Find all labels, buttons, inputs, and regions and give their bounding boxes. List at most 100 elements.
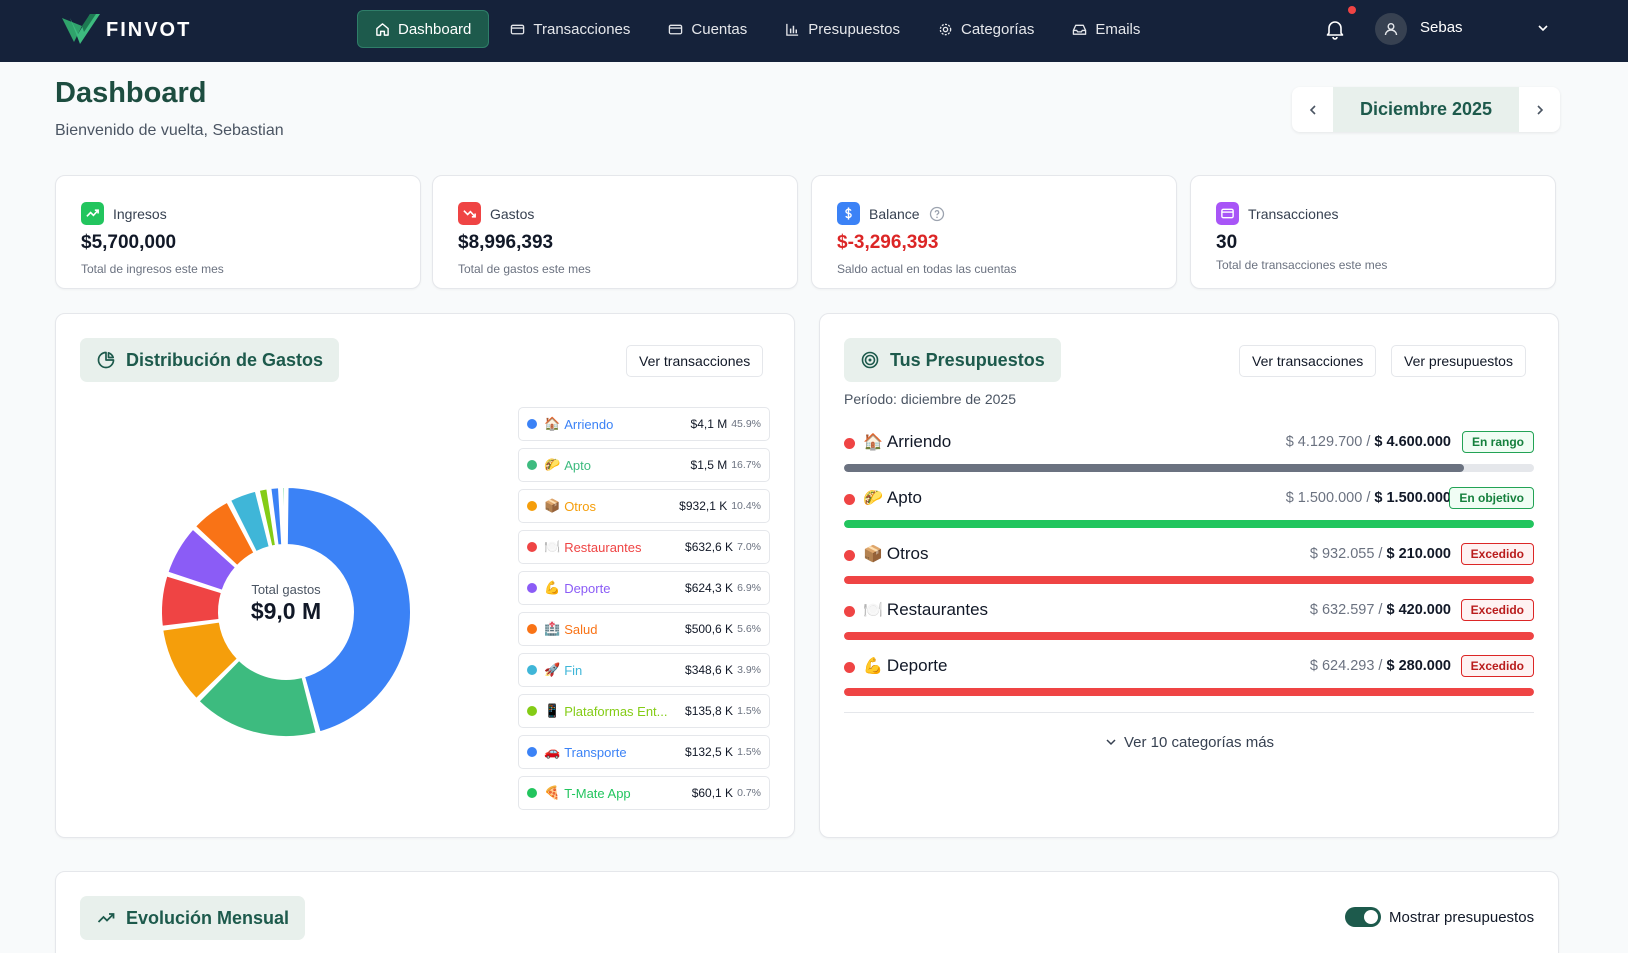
donut-slice[interactable] [197, 658, 318, 738]
donut-slice[interactable] [193, 500, 256, 568]
current-month-label[interactable]: Diciembre 2025 [1333, 87, 1519, 132]
nav-transacciones-label: Transacciones [533, 20, 631, 38]
budget-progress-fill [844, 632, 1534, 640]
legend-percent: 3.9% [737, 664, 761, 676]
chevron-left-icon [1309, 104, 1316, 115]
legend-item[interactable]: 🏠 Arriendo $4,1 M 45.9% [518, 407, 770, 441]
legend-color-dot [527, 706, 537, 716]
legend-item[interactable]: 🚀 Fin $348,6 K 3.9% [518, 653, 770, 687]
budget-spent: $ 4.129.700 [1285, 434, 1363, 450]
legend-category-name: Restaurantes [564, 539, 642, 555]
bell-icon[interactable] [1323, 17, 1347, 41]
legend-color-dot [527, 501, 537, 511]
nav-dashboard-label: Dashboard [398, 20, 472, 38]
legend-item[interactable]: 🍽️ Restaurantes $632,6 K 7.0% [518, 530, 770, 564]
nav-cuentas[interactable]: Cuentas [651, 10, 764, 48]
budget-row[interactable]: 🏠 Arriendo $ 4.129.700 / $ 4.600.000 En ran… [844, 431, 1534, 477]
trending-down-icon [458, 202, 481, 225]
legend-color-dot [527, 624, 537, 634]
bar-chart-icon [786, 23, 799, 36]
legend-item[interactable]: 🚗 Transporte $132,5 K 1.5% [518, 735, 770, 769]
more-categories-label: Ver 10 categorías más [1123, 734, 1275, 751]
budgets-header: Tus Presupuestos [844, 338, 1061, 382]
budget-row[interactable]: 🌮 Apto $ 1.500.000 / $ 1.500.000 En objetiv… [844, 487, 1534, 533]
finvot-logo[interactable]: FINVOT [60, 12, 191, 48]
dollar-icon [837, 202, 860, 225]
nav-emails[interactable]: Emails [1055, 10, 1157, 48]
legend-percent: 5.6% [737, 623, 761, 635]
budgets-ver-transacciones-button[interactable]: Ver transacciones [1239, 345, 1377, 377]
donut-slice[interactable] [281, 486, 287, 547]
stat-value: 30 [1216, 232, 1238, 253]
stat-value: $5,700,000 [81, 232, 177, 253]
budget-category-name: Otros [886, 544, 929, 563]
budget-limit: $ 4.600.000 [1374, 434, 1451, 450]
budget-progress-bar [844, 632, 1534, 640]
category-emoji-icon: 🍕 [544, 785, 561, 801]
ver-presupuestos-button[interactable]: Ver presupuestos [1391, 345, 1526, 377]
budget-row[interactable]: 💪 Deporte $ 624.293 / $ 280.000 Excedido [844, 655, 1534, 701]
donut-slice[interactable] [228, 489, 271, 554]
nav-presupuestos-label: Presupuestos [808, 20, 900, 38]
donut-slice[interactable] [269, 486, 284, 547]
legend-item[interactable]: 📦 Otros $932,1 K 10.4% [518, 489, 770, 523]
stat-card-gastos: Gastos $8,996,393 Total de gastos este m… [432, 175, 798, 289]
chevron-down-icon[interactable] [1535, 20, 1551, 36]
legend-color-dot [527, 583, 537, 593]
category-emoji-icon: 💪 [544, 580, 561, 596]
legend-amount: $1,5 M [690, 458, 728, 472]
legend-amount: $60,1 K [691, 786, 734, 800]
nav-cuentas-label: Cuentas [691, 20, 748, 38]
nav-categorias[interactable]: Categorías [921, 10, 1051, 48]
donut-slice[interactable] [160, 574, 223, 628]
legend-percent: 16.7% [731, 459, 761, 471]
trending-up-icon [97, 913, 115, 923]
nav-dashboard[interactable]: Dashboard [357, 10, 490, 48]
legend-color-dot [527, 788, 537, 798]
nav-presupuestos[interactable]: Presupuestos [768, 10, 917, 48]
nav-emails-label: Emails [1095, 20, 1141, 38]
show-budgets-toggle[interactable] [1345, 907, 1381, 927]
ver-transacciones-button[interactable]: Ver transacciones [626, 345, 764, 377]
budget-row[interactable]: 🍽️ Restaurantes $ 632.597 / $ 420.000 Exced… [844, 599, 1534, 645]
category-emoji-icon: 📱 [544, 703, 561, 719]
budget-spent: $ 1.500.000 [1285, 490, 1363, 506]
donut-slice[interactable] [257, 487, 277, 548]
more-categories-link[interactable]: Ver 10 categorías más [844, 734, 1534, 751]
budget-category: 🌮 Apto [863, 488, 922, 508]
legend-amount: $500,6 K [685, 622, 734, 636]
donut-slice[interactable] [161, 620, 239, 701]
donut-slice[interactable] [285, 486, 412, 734]
user-name[interactable]: Sebas [1420, 19, 1463, 36]
stat-desc: Saldo actual en todas las cuentas [837, 262, 1017, 276]
budget-amounts: $ 932.055 / $ 210.000 [1309, 546, 1451, 562]
budget-status-dot [844, 438, 855, 449]
budget-status-dot [844, 550, 855, 561]
nav-transacciones[interactable]: Transacciones [493, 10, 647, 48]
legend-color-dot [527, 460, 537, 470]
stat-value: $8,996,393 [458, 232, 554, 253]
budget-category: 🍽️ Restaurantes [863, 600, 988, 620]
legend-amount: $932,1 K [679, 499, 728, 513]
prev-month-button[interactable] [1292, 87, 1333, 132]
legend-item[interactable]: 🍕 T-Mate App $60,1 K 0.7% [518, 776, 770, 810]
budget-status-badge: Excedido [1460, 543, 1534, 565]
legend-item[interactable]: 📱 Plataformas Ent... $135,8 K 1.5% [518, 694, 770, 728]
help-icon[interactable] [929, 206, 945, 222]
stat-desc: Total de ingresos este mes [81, 262, 224, 276]
donut-slice[interactable] [166, 527, 238, 592]
budget-progress-fill [844, 688, 1534, 696]
legend-percent: 45.9% [731, 418, 761, 430]
next-month-button[interactable] [1519, 87, 1560, 132]
brand-name: FINVOT [106, 18, 192, 41]
stat-label: Ingresos [113, 205, 167, 222]
legend-amount: $624,3 K [685, 581, 734, 595]
legend-item[interactable]: 💪 Deporte $624,3 K 6.9% [518, 571, 770, 605]
budget-row[interactable]: 📦 Otros $ 932.055 / $ 210.000 Excedido [844, 543, 1534, 589]
budget-category: 🏠 Arriendo [863, 432, 951, 452]
avatar[interactable] [1375, 13, 1407, 45]
budget-progress-fill [844, 464, 1464, 472]
budget-progress-bar [844, 520, 1534, 528]
legend-item[interactable]: 🏥 Salud $500,6 K 5.6% [518, 612, 770, 646]
legend-item[interactable]: 🌮 Apto $1,5 M 16.7% [518, 448, 770, 482]
